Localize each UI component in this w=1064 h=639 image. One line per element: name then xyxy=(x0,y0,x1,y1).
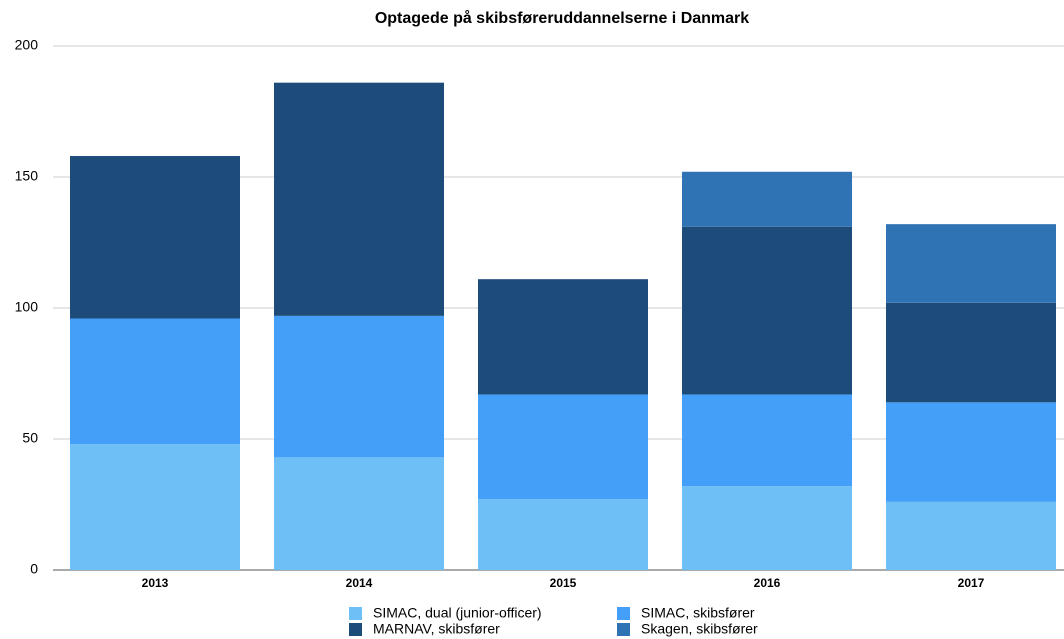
y-tick-label: 150 xyxy=(15,168,39,184)
y-tick-label: 50 xyxy=(22,430,38,446)
x-tick-label: 2014 xyxy=(346,576,373,590)
y-tick-label: 0 xyxy=(30,561,38,577)
legend-label: MARNAV, skibsfører xyxy=(373,621,500,637)
legend-label: SIMAC, dual (junior-officer) xyxy=(373,605,542,621)
bar-segment xyxy=(274,457,444,570)
bar-segment xyxy=(886,302,1056,403)
x-tick-label: 2015 xyxy=(550,576,577,590)
bar-segment xyxy=(478,394,648,500)
bar-segment xyxy=(274,82,444,316)
legend-swatch xyxy=(349,607,362,620)
x-tick-label: 2017 xyxy=(958,576,985,590)
bar-segment xyxy=(886,501,1056,570)
bar-segment xyxy=(682,226,852,395)
x-tick-label: 2016 xyxy=(754,576,781,590)
bar-segment xyxy=(70,444,240,570)
bar-segment xyxy=(478,279,648,395)
bar-segment xyxy=(682,394,852,487)
legend-label: SIMAC, skibsfører xyxy=(641,605,755,621)
legend-label: Skagen, skibsfører xyxy=(641,621,758,637)
bar-segment xyxy=(70,156,240,319)
bar-segment xyxy=(274,315,444,458)
bar-segment xyxy=(70,318,240,445)
y-tick-label: 200 xyxy=(15,37,39,53)
x-tick-label: 2013 xyxy=(142,576,169,590)
bar-segment xyxy=(886,224,1056,303)
legend-swatch xyxy=(617,607,630,620)
legend-swatch xyxy=(617,623,630,636)
bar-segment xyxy=(682,486,852,570)
bar-segment xyxy=(478,499,648,570)
bar-segment xyxy=(682,171,852,227)
legend-swatch xyxy=(349,623,362,636)
y-tick-label: 100 xyxy=(15,299,39,315)
chart-title: Optagede på skibsføreruddannelserne i Da… xyxy=(375,9,749,27)
bar-segment xyxy=(886,402,1056,502)
